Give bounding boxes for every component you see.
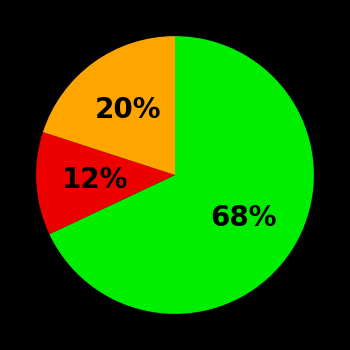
Text: 68%: 68% xyxy=(210,204,276,232)
Wedge shape xyxy=(36,132,175,234)
Text: 12%: 12% xyxy=(61,166,128,194)
Text: 20%: 20% xyxy=(94,96,161,124)
Wedge shape xyxy=(49,36,314,314)
Wedge shape xyxy=(43,36,175,175)
